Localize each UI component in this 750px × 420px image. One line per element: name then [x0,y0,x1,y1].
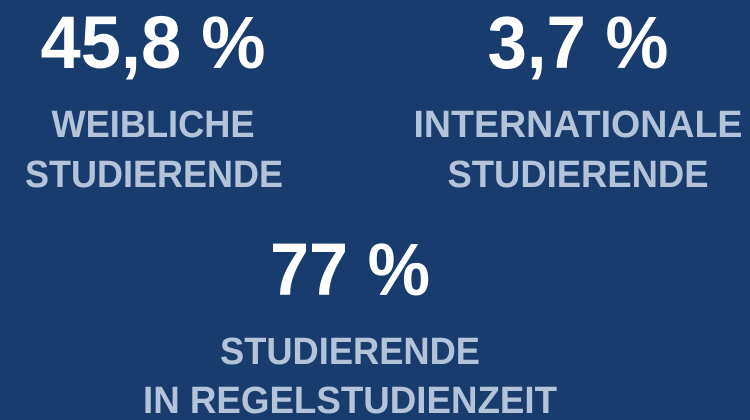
stat-value: 3,7 % [488,1,669,84]
stat-label: STUDIERENDE [220,331,480,373]
stat-label: IN REGELSTUDIENZEIT [143,380,557,420]
stat-label: INTERNATIONALE [414,104,743,146]
stat-label: STUDIERENDE [25,154,283,196]
stat-value: 45,8 % [41,1,266,84]
stat-label: STUDIERENDE [448,154,709,196]
stat-value: 77 % [270,228,430,311]
stat-label: WEIBLICHE [52,104,255,146]
